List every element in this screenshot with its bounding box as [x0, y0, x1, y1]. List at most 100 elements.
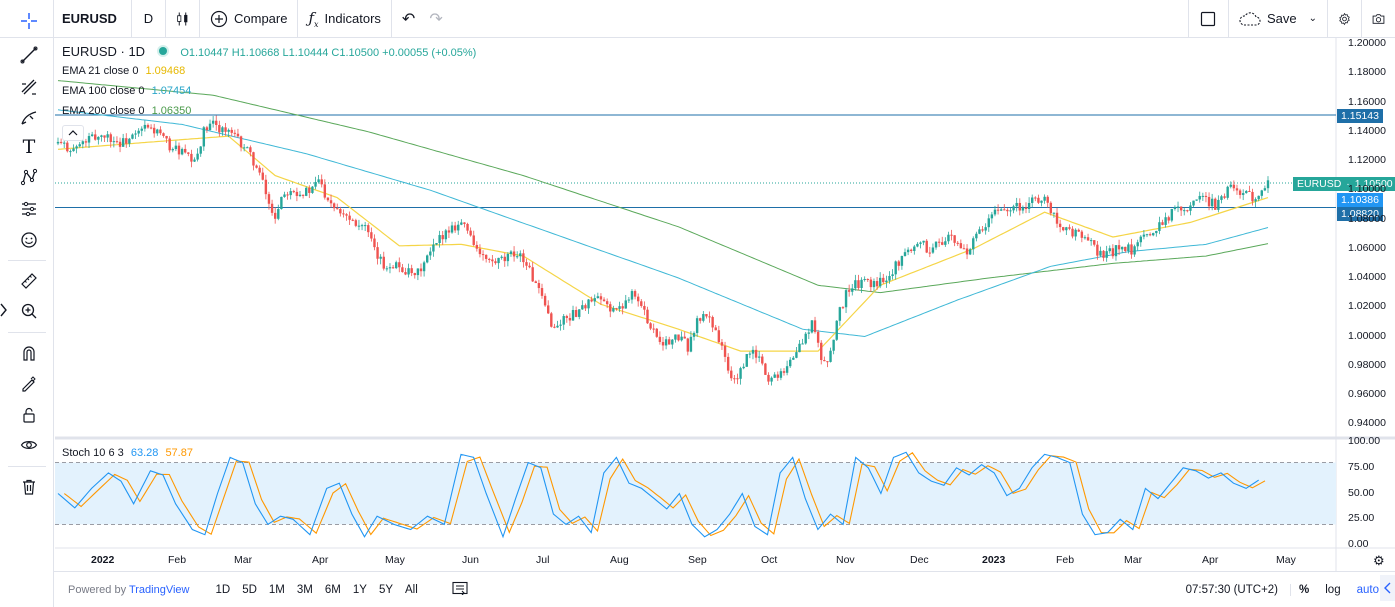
- chevron-down-icon[interactable]: ⌄: [1308, 13, 1317, 24]
- candle-body: [146, 124, 150, 128]
- range-button-5d[interactable]: 5D: [242, 583, 257, 596]
- range-button-1m[interactable]: 1M: [268, 583, 285, 596]
- range-button-1y[interactable]: 1Y: [352, 583, 367, 596]
- settings-button[interactable]: [1327, 0, 1361, 37]
- lock-icon[interactable]: [18, 404, 40, 426]
- candle-body: [875, 281, 879, 287]
- candle-body: [1204, 195, 1208, 198]
- scroll-to-realtime-button[interactable]: [1380, 575, 1395, 601]
- compare-button[interactable]: Compare: [200, 0, 299, 37]
- undo-icon[interactable]: ↶: [401, 10, 416, 28]
- candle-body: [646, 309, 649, 324]
- chart-type-button[interactable]: [166, 0, 200, 37]
- stoch-d-line[interactable]: [63, 452, 1266, 537]
- candle-body: [1245, 190, 1248, 194]
- fib-tool-icon[interactable]: [18, 76, 40, 98]
- compare-label: Compare: [234, 11, 288, 26]
- candle-body: [255, 165, 258, 168]
- indicators-label: Indicators: [324, 11, 381, 26]
- candle-body: [1062, 227, 1065, 231]
- candle-body: [1136, 242, 1139, 247]
- trend-line-icon[interactable]: [18, 44, 40, 66]
- candle-body: [1046, 196, 1049, 203]
- zoom-in-icon[interactable]: [18, 300, 40, 322]
- range-button-all[interactable]: All: [405, 583, 418, 596]
- pattern-icon[interactable]: [18, 166, 40, 188]
- crosshair-icon[interactable]: [18, 10, 40, 32]
- symbol-search[interactable]: EURUSD: [0, 0, 132, 37]
- candle-body: [1238, 190, 1242, 195]
- candle-body: [810, 320, 814, 333]
- ema200-line[interactable]: [57, 80, 1269, 294]
- candle-body: [1015, 202, 1018, 207]
- lock-drawing-icon[interactable]: [18, 372, 40, 394]
- ema21-line[interactable]: [57, 135, 1269, 352]
- stoch-k-line[interactable]: [57, 451, 1260, 539]
- clock-readout[interactable]: 07:57:30 (UTC+2): [1178, 583, 1292, 596]
- forecast-icon[interactable]: [18, 198, 40, 220]
- candle-body: [69, 151, 72, 153]
- range-buttons: 1D 5D 1M 3M 6M 1Y 5Y All: [210, 584, 424, 596]
- brand-link[interactable]: TradingView: [128, 583, 190, 596]
- text-tool-icon[interactable]: T: [22, 136, 36, 158]
- stoch-axis-label: 25.00: [1348, 512, 1375, 525]
- candle-body: [376, 247, 379, 259]
- range-button-3m[interactable]: 3M: [296, 583, 313, 596]
- magnet-icon[interactable]: [18, 342, 40, 364]
- screenshot-button[interactable]: [1361, 0, 1395, 37]
- candle-body: [602, 299, 606, 302]
- candle-body: [385, 268, 389, 270]
- indicators-button[interactable]: ƒx Indicators: [298, 0, 392, 37]
- candle-body: [1220, 196, 1223, 200]
- ruler-icon[interactable]: [18, 270, 40, 292]
- time-axis-settings-icon[interactable]: ⚙: [1373, 553, 1385, 568]
- candle-body: [469, 230, 472, 236]
- candle-body: [1152, 233, 1155, 236]
- candles[interactable]: [56, 115, 1270, 386]
- auto-toggle[interactable]: auto: [1356, 583, 1379, 596]
- emoji-icon[interactable]: [18, 229, 40, 251]
- redo-icon[interactable]: ↷: [429, 10, 443, 28]
- candle-body: [953, 235, 956, 243]
- candle-body: [1217, 199, 1220, 210]
- candle-body: [509, 251, 513, 254]
- ema21-legend[interactable]: EMA 21 close 0 1.09468: [62, 65, 185, 77]
- ema100-line[interactable]: [57, 109, 1269, 338]
- candle-body: [658, 336, 662, 342]
- cloud-icon: [1239, 11, 1261, 26]
- candle-body: [553, 326, 556, 328]
- trash-icon[interactable]: [18, 476, 40, 498]
- log-toggle[interactable]: log: [1325, 583, 1341, 596]
- save-button[interactable]: Save ⌄: [1227, 0, 1327, 37]
- date-range-icon[interactable]: [452, 581, 468, 598]
- ema200-legend[interactable]: EMA 200 close 0 1.06350: [62, 105, 191, 117]
- collapse-legend-button[interactable]: [62, 125, 84, 141]
- range-button-1d[interactable]: 1D: [215, 583, 231, 596]
- time-axis-label: 2022: [91, 554, 115, 566]
- candle-body: [695, 318, 699, 333]
- percent-toggle[interactable]: %: [1299, 583, 1310, 596]
- range-button-5y[interactable]: 5Y: [378, 583, 394, 596]
- candle-body: [1266, 180, 1270, 189]
- expand-toolbar-icon[interactable]: [0, 303, 8, 320]
- ema100-legend[interactable]: EMA 100 close 0 1.07454: [62, 85, 191, 97]
- candle-body: [866, 278, 869, 280]
- candle-body: [863, 278, 866, 280]
- stoch-legend[interactable]: Stoch 10 6 3 63.28 57.87: [62, 447, 193, 459]
- candle-body: [1096, 244, 1099, 256]
- candle-body: [1071, 228, 1074, 237]
- fullscreen-button[interactable]: [1187, 0, 1228, 37]
- range-button-6m[interactable]: 6M: [324, 583, 341, 596]
- candle-body: [996, 209, 1000, 211]
- candle-body: [137, 130, 140, 134]
- candle-body: [435, 243, 438, 245]
- price-axis-label: 1.04000: [1348, 271, 1386, 283]
- powered-by[interactable]: Powered by TradingView: [54, 584, 190, 596]
- candle-body: [829, 350, 832, 362]
- interval-button[interactable]: D: [132, 0, 166, 37]
- hline-top-tag: 1.15143: [1337, 109, 1383, 123]
- eye-icon[interactable]: [18, 434, 40, 456]
- candle-body: [94, 134, 97, 140]
- brush-icon[interactable]: [18, 106, 40, 128]
